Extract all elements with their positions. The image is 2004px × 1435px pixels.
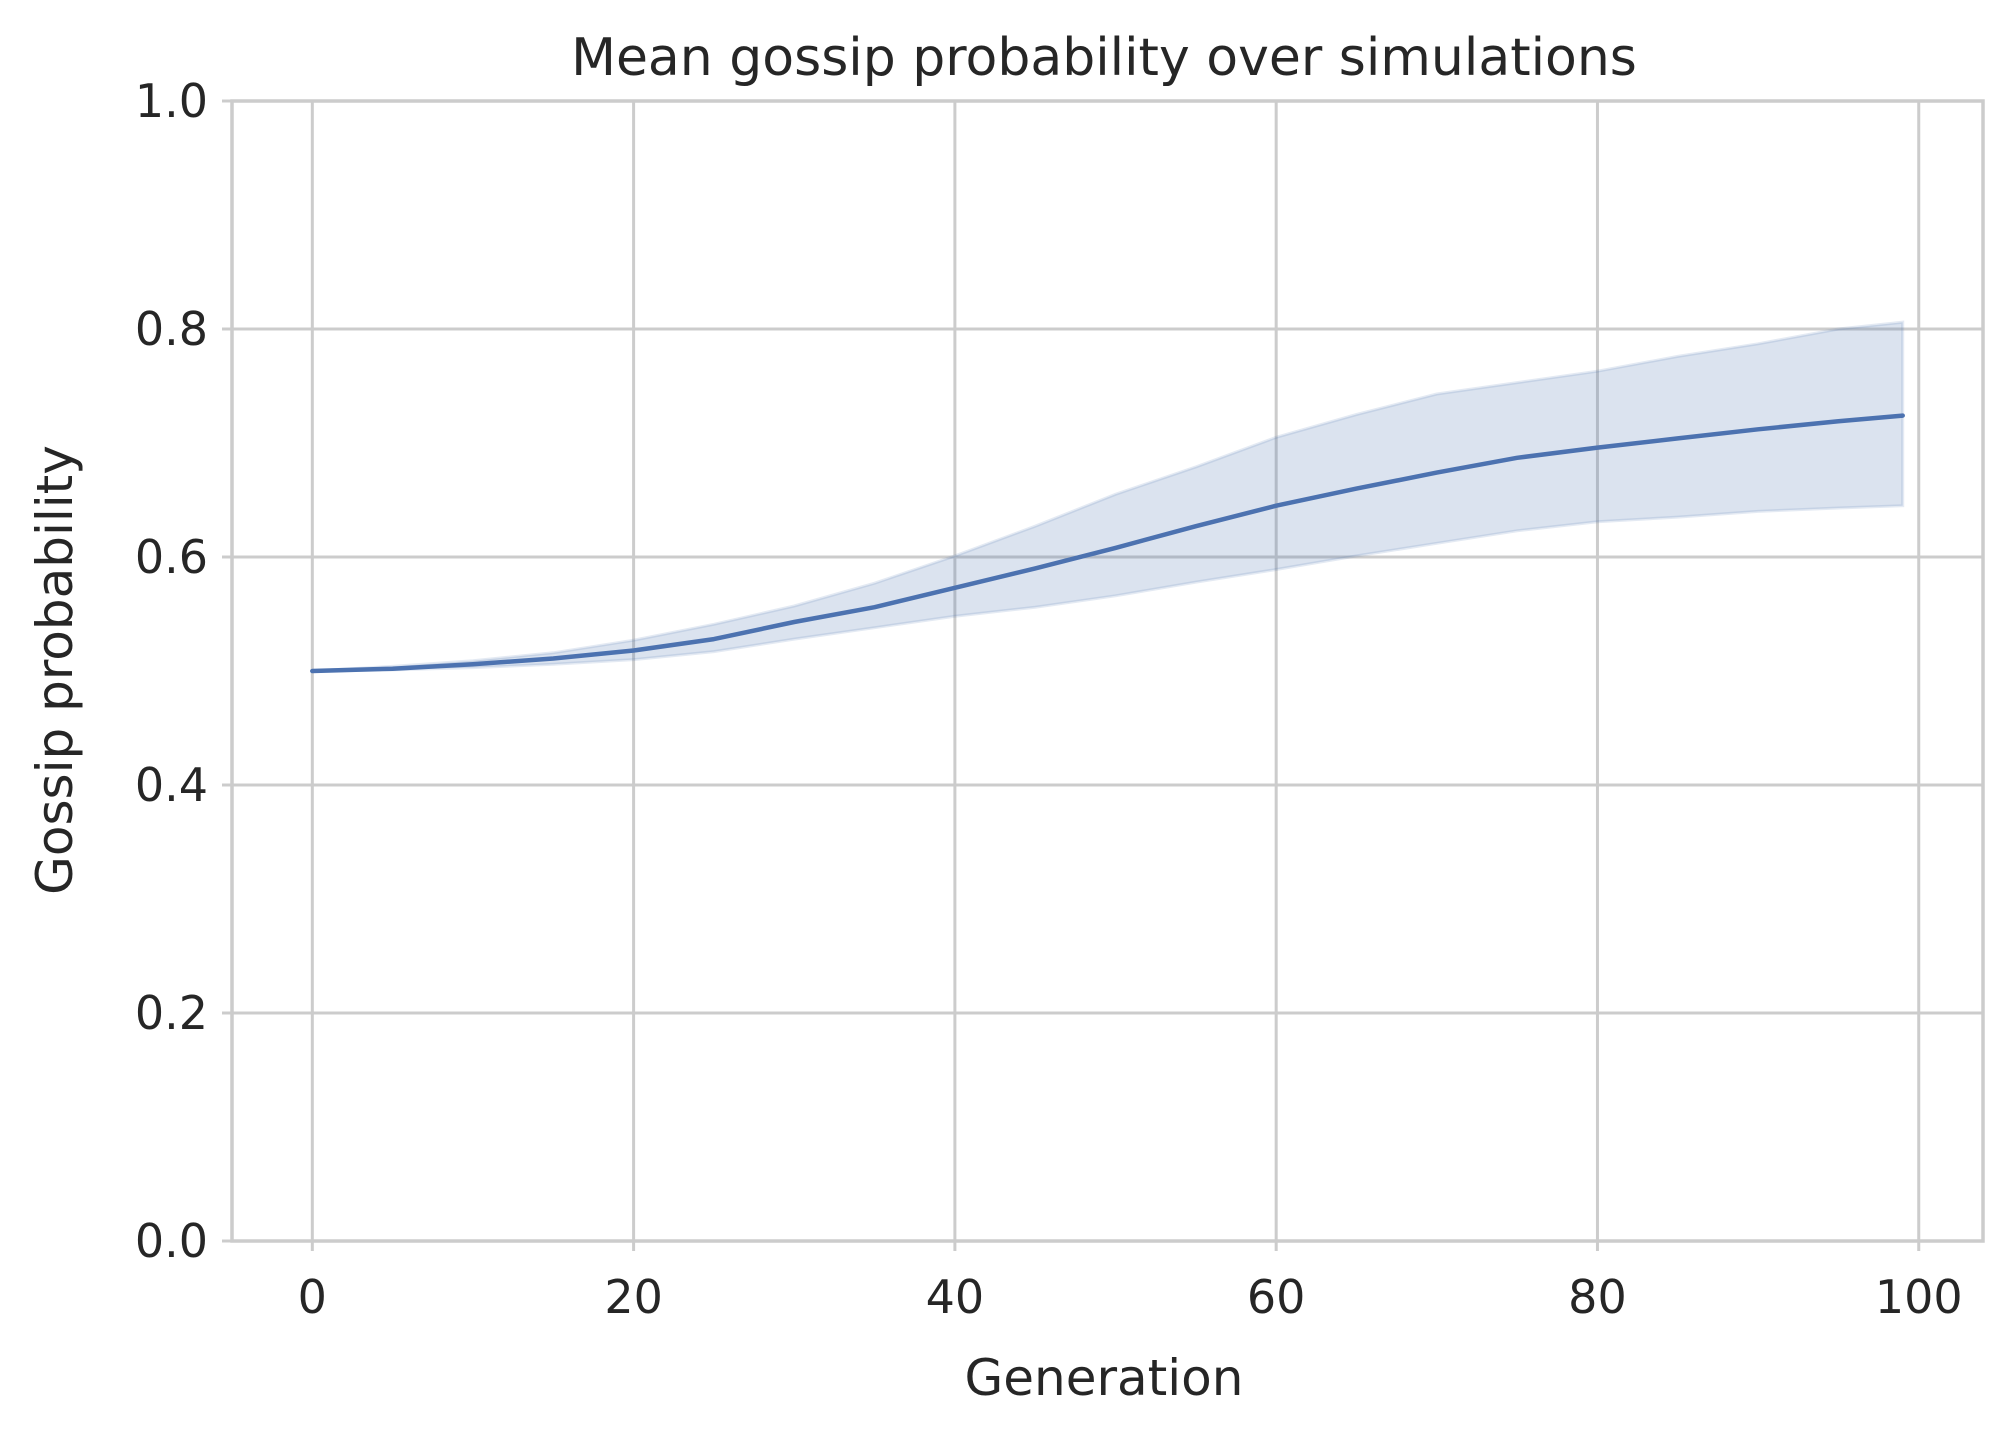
axes-frame — [222, 99, 1985, 1251]
y-tick-label: 1.0 — [135, 74, 208, 128]
y-tick-label: 0.2 — [135, 986, 208, 1040]
tick-labels: 0 20 40 60 80 100 0.0 0.2 0.4 0.6 0.8 1.0 — [135, 74, 1963, 1324]
y-axis-label: Gossip probability — [26, 445, 84, 895]
mean-line-layer — [310, 413, 1905, 674]
x-tick-label: 0 — [298, 1270, 327, 1324]
x-tick-label: 100 — [1875, 1270, 1963, 1324]
x-tick-label: 80 — [1568, 1270, 1627, 1324]
mean-line — [310, 413, 1905, 674]
y-tick-label: 0.4 — [135, 758, 208, 812]
x-tick-label: 60 — [1247, 1270, 1306, 1324]
y-tick-label: 0.0 — [135, 1214, 208, 1268]
x-tick-label: 20 — [604, 1270, 663, 1324]
chart-title: Mean gossip probability over simulations — [571, 28, 1637, 88]
plot-frame — [230, 99, 1985, 1243]
x-axis-label: Generation — [965, 1349, 1244, 1407]
x-tick-label: 40 — [926, 1270, 985, 1324]
y-tick-label: 0.8 — [135, 302, 208, 356]
y-tick-label: 0.6 — [135, 530, 208, 584]
